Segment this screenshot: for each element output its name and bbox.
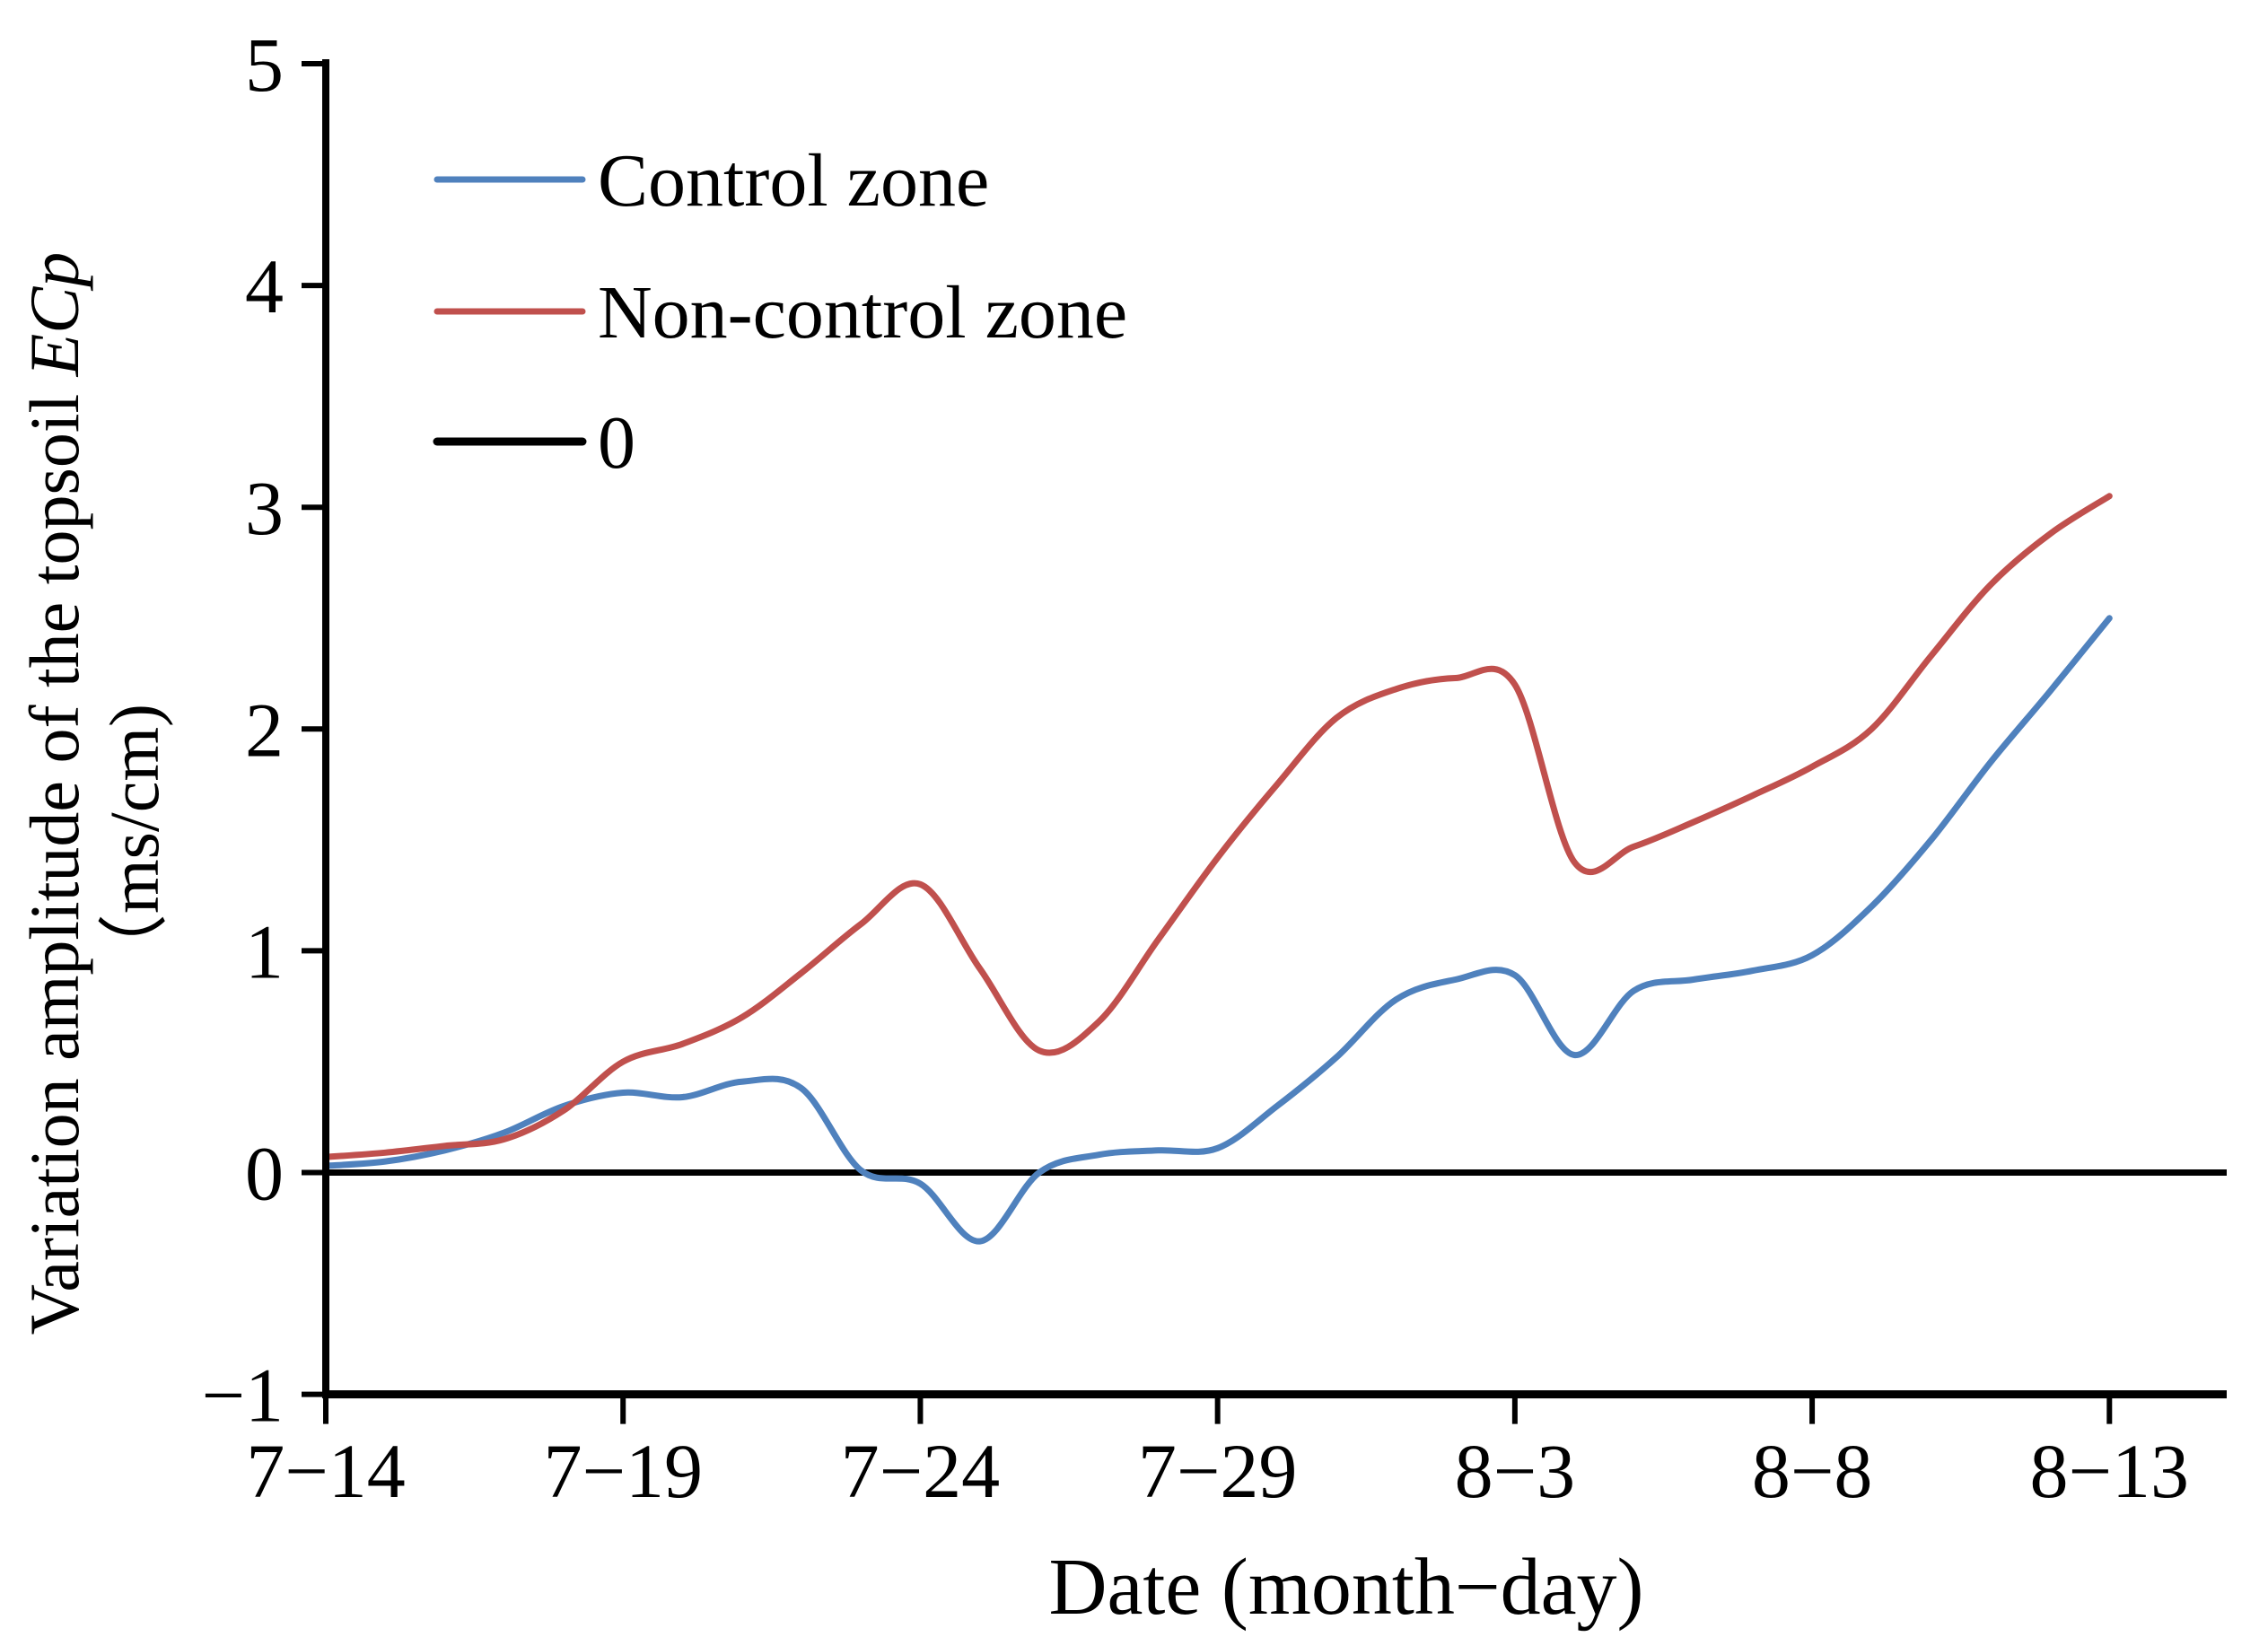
y-axis-unit-label: （ms/cm) bbox=[95, 704, 173, 984]
y-axis-tick-label: 0 bbox=[245, 1131, 284, 1217]
y-axis-title-italic-ecp: ECp bbox=[15, 252, 93, 378]
legend-label: Control zone bbox=[598, 139, 989, 223]
x-axis-tick-label: 7−19 bbox=[543, 1428, 703, 1514]
legend-item-control-zone: Control zone bbox=[433, 139, 989, 223]
x-axis-title: Date (month−day) bbox=[1048, 1543, 1643, 1632]
x-axis-tick-label: 8−8 bbox=[1752, 1428, 1873, 1514]
control-zone-line bbox=[322, 615, 2113, 1245]
x-axis-tick-label: 8−13 bbox=[2030, 1428, 2190, 1514]
non-control-zone-line bbox=[322, 493, 2113, 1160]
x-axis-tick-label: 7−29 bbox=[1138, 1428, 1298, 1514]
y-axis-tick-label: 4 bbox=[245, 243, 284, 329]
y-axis-title: Variation amplitude of the topsoil ECp bbox=[15, 252, 93, 1335]
x-axis-tick-label: 7−14 bbox=[246, 1428, 406, 1514]
legend-item-0: 0 bbox=[433, 401, 635, 485]
legend-label: Non-control zone bbox=[598, 271, 1127, 355]
y-axis-tick-label: 2 bbox=[245, 687, 284, 773]
legend-label: 0 bbox=[598, 401, 635, 485]
x-axis-tick-label: 7−24 bbox=[841, 1428, 1001, 1514]
y-axis-title-text: Variation amplitude of the topsoil bbox=[15, 376, 93, 1335]
y-axis-tick-label: −1 bbox=[201, 1352, 284, 1439]
x-axis-tick-label: 8−3 bbox=[1455, 1428, 1576, 1514]
legend: Control zone Non-control zone 0 bbox=[433, 139, 1127, 485]
y-axis-tick-label: 3 bbox=[245, 465, 284, 551]
legend-item-non-control-zone: Non-control zone bbox=[433, 271, 1127, 355]
y-axis-tick-label: 5 bbox=[245, 22, 284, 108]
y-axis-tick-label: 1 bbox=[245, 908, 284, 994]
